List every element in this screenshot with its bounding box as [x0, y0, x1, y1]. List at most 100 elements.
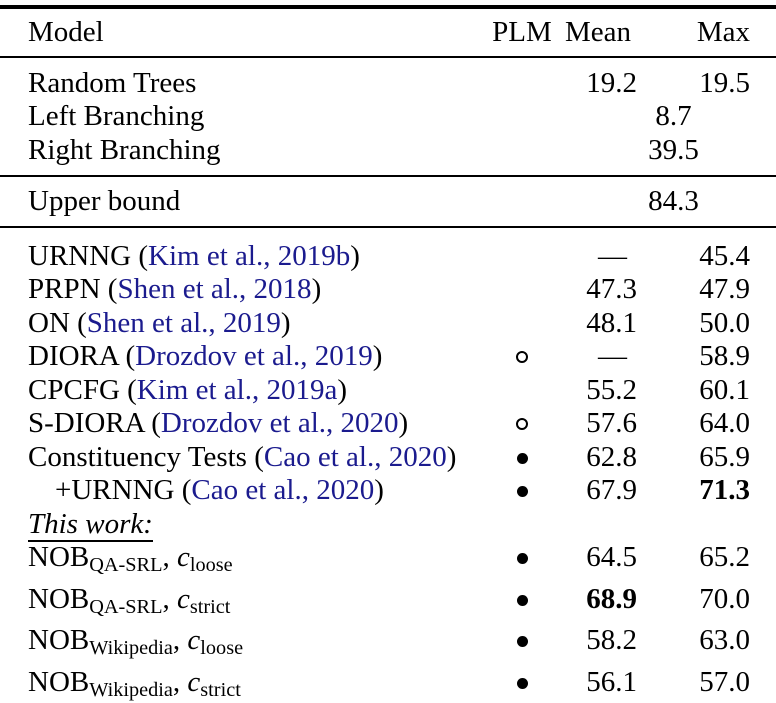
paper-results-table: Model PLM Mean Max Random Trees 19.2 19.5 L…: [0, 5, 776, 703]
subscript-text: strict: [200, 678, 241, 701]
model-cell: Random Trees: [28, 67, 492, 101]
header-mean: Mean: [564, 16, 631, 48]
table-row: Upper bound 84.3: [0, 185, 776, 219]
model-cell: Upper bound: [28, 185, 492, 219]
max-cell: 58.9: [699, 340, 750, 372]
max-cell: 71.3: [699, 474, 750, 506]
plm-cell: [492, 407, 552, 441]
mean-cell: 57.6: [586, 407, 637, 439]
model-name: ): [280, 306, 291, 339]
citation-link[interactable]: Shen et al., 2018: [117, 273, 312, 305]
merged-value-cell: 39.5: [648, 133, 699, 166]
model-name: Left Branching: [28, 100, 205, 132]
table-row: Right Branching 39.5: [0, 134, 776, 168]
citation-link[interactable]: Cao et al., 2020: [263, 440, 447, 473]
model-name: Random Trees: [28, 66, 197, 99]
model-name: NOB: [28, 624, 90, 657]
open-circle-icon: [516, 351, 528, 363]
model-name: ): [398, 407, 409, 439]
max-cell: 45.4: [699, 239, 750, 272]
subscript-text: Wikipedia: [89, 637, 173, 660]
this-work-label: This work:: [28, 507, 153, 542]
header-row: Model PLM Mean Max: [0, 16, 776, 50]
citation-link[interactable]: Drozdov et al., 2019: [135, 340, 373, 372]
open-circle-icon: [516, 418, 528, 430]
max-cell: 60.1: [699, 373, 750, 406]
plm-cell: [492, 474, 552, 508]
section-label-this-work: This work:: [28, 507, 750, 542]
mean-cell: —: [598, 340, 627, 372]
model-name: ,: [172, 624, 188, 657]
model-name: ,: [162, 541, 177, 573]
model-name: ): [350, 239, 360, 272]
mean-cell: 62.8: [586, 440, 637, 473]
table-row: Random Trees 19.2 19.5: [0, 67, 776, 101]
max-cell: 70.0: [699, 582, 750, 615]
variable-c: c: [176, 541, 190, 573]
citation-link[interactable]: Kim et al., 2019b: [148, 239, 351, 272]
table-row: S-DIORA (Drozdov et al., 2020) 57.6 64.0: [0, 407, 776, 441]
model-name: Constituency Tests (: [28, 440, 264, 473]
mean-cell: 48.1: [586, 306, 637, 339]
filled-circle-icon: [516, 553, 528, 564]
citation-link[interactable]: Kim et al., 2019a: [136, 373, 338, 406]
model-name: CPCFG (: [28, 373, 137, 406]
model-name: ): [374, 474, 384, 506]
subscript-text: Wikipedia: [89, 678, 173, 701]
model-cell: PRPN (Shen et al., 2018): [28, 273, 492, 307]
mean-cell: 68.9: [586, 582, 637, 615]
table-row: NOBWikipedia, cloose 58.2 63.0: [0, 624, 776, 666]
max-cell: 47.9: [699, 273, 750, 305]
filled-circle-icon: [516, 594, 528, 606]
model-name: DIORA (: [28, 340, 136, 372]
model-cell: +URNNG (Cao et al., 2020): [28, 474, 492, 508]
section-models: URNNG (Kim et al., 2019b) —45.4 PRPN (Shen…: [0, 228, 776, 703]
filled-circle-icon: [516, 486, 528, 497]
subscript-text: QA-SRL: [89, 595, 163, 618]
mean-cell: 67.9: [586, 474, 637, 506]
table-header-section: Model PLM Mean Max: [0, 9, 776, 58]
citation-link[interactable]: Drozdov et al., 2020: [160, 407, 399, 439]
max-cell: 65.2: [699, 541, 750, 573]
max-cell: 64.0: [699, 407, 750, 439]
subscript-text: loose: [189, 554, 233, 577]
mean-cell: 58.2: [586, 624, 637, 657]
model-name: ): [446, 440, 457, 473]
table-row: URNNG (Kim et al., 2019b) — 45.4: [0, 240, 776, 274]
model-cell: NOBWikipedia, cstrict: [28, 666, 492, 703]
plm-cell: [492, 666, 552, 703]
max-cell: 19.5: [699, 66, 750, 99]
model-name: ON (: [28, 306, 87, 339]
plm-cell: [492, 583, 552, 625]
model-name: NOB: [28, 582, 90, 615]
variable-c: c: [176, 582, 190, 615]
section-upper-bound: Upper bound 84.3: [0, 177, 776, 228]
model-name: S-DIORA (: [28, 407, 161, 439]
model-cell: Left Branching: [28, 100, 492, 134]
model-cell: CPCFG (Kim et al., 2019a): [28, 374, 492, 408]
citation-link[interactable]: Shen et al., 2019: [86, 306, 281, 339]
plm-cell: [492, 340, 552, 374]
citation-link[interactable]: Cao et al., 2020: [191, 474, 375, 506]
model-name: PRPN (: [28, 273, 118, 305]
table-row: This work:: [0, 507, 776, 542]
plm-cell: [492, 374, 552, 408]
subscript-text: strict: [189, 595, 231, 618]
plm-cell: [492, 307, 552, 341]
table-row: CPCFG (Kim et al., 2019a) 55.2 60.1: [0, 374, 776, 408]
mean-cell: 55.2: [586, 373, 637, 406]
model-cell: URNNG (Kim et al., 2019b): [28, 240, 492, 274]
variable-c: c: [187, 665, 201, 698]
header-max: Max: [696, 16, 750, 48]
max-cell: 65.9: [699, 440, 750, 473]
model-cell: NOBQA-SRL, cstrict: [28, 583, 492, 625]
section-baselines: Random Trees 19.2 19.5 Left Branching 8.7 Rig…: [0, 58, 776, 177]
model-name: NOB: [28, 541, 90, 573]
header-model: Model: [28, 16, 104, 48]
model-cell: Right Branching: [28, 134, 492, 168]
model-name: Right Branching: [28, 133, 221, 166]
plm-cell: [492, 240, 552, 274]
model-name: ,: [162, 582, 177, 615]
subscript-text: QA-SRL: [89, 554, 163, 577]
table-row: NOBQA-SRL, cstrict 68.9 70.0: [0, 583, 776, 625]
